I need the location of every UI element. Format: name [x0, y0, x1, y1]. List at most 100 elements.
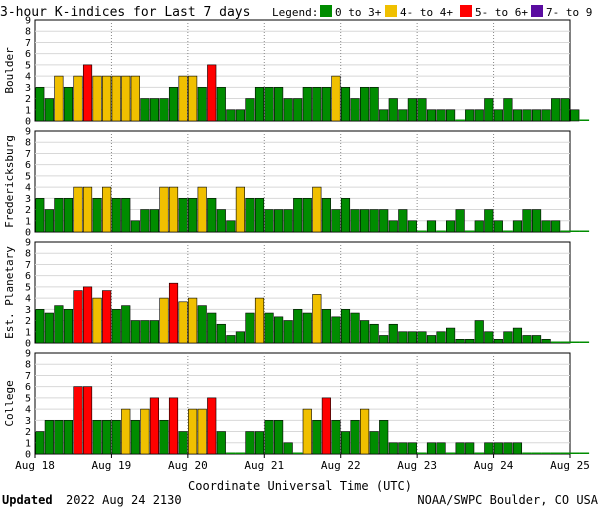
k-index-bar: [121, 305, 131, 344]
k-index-bar: [283, 98, 293, 122]
k-index-bar: [254, 87, 265, 122]
k-index-bar: [464, 230, 475, 232]
k-index-bar: [130, 220, 140, 233]
k-index-bar: [121, 198, 131, 233]
k-index-bar: [512, 220, 523, 233]
k-index-bar: [44, 209, 54, 233]
k-index-bar: [360, 320, 370, 344]
x-tick-label: Aug 20: [168, 459, 208, 472]
k-index-bar: [168, 397, 179, 455]
x-tick-label: Aug 23: [397, 459, 437, 472]
k-index-bar: [340, 87, 351, 122]
chart-title: 3-hour K-indices for Last 7 days: [0, 5, 250, 20]
k-index-bar: [493, 442, 503, 455]
y-tick-label: 5: [25, 171, 31, 182]
k-index-bar: [522, 335, 532, 344]
k-index-bar: [560, 341, 570, 343]
k-index-bar: [274, 420, 284, 455]
k-index-bar: [474, 320, 484, 344]
y-tick-label: 1: [25, 216, 31, 227]
k-index-bar: [379, 335, 389, 344]
x-tick-label: Aug 24: [474, 459, 514, 472]
legend-swatch-quiet: [320, 5, 332, 17]
k-index-bar: [493, 220, 503, 233]
y-tick-label: 1: [25, 105, 31, 116]
k-index-bar: [321, 198, 331, 233]
legend-severe-label: 7- to 9: [546, 6, 592, 19]
panels: 0123456789Boulder0123456789Fredericksbur…: [3, 16, 590, 473]
k-index-bar: [82, 186, 93, 233]
k-index-bar: [92, 198, 102, 233]
k-index-bar: [493, 338, 503, 344]
k-index-bar: [551, 220, 561, 233]
k-index-bar: [369, 323, 379, 344]
k-index-bar: [436, 442, 446, 455]
k-index-bar: [254, 297, 265, 344]
k-index-bar: [207, 312, 217, 344]
k-index-bar: [551, 98, 561, 122]
y-tick-label: 3: [25, 83, 31, 94]
k-index-bar: [541, 220, 551, 233]
k-index-bar: [216, 209, 226, 233]
k-index-bar: [54, 305, 64, 344]
k-index-bar: [168, 87, 179, 122]
y-tick-label: 7: [25, 38, 31, 49]
k-index-bar: [121, 408, 131, 455]
k-index-bar: [321, 87, 331, 122]
k-index-bar: [369, 87, 379, 122]
y-tick-label: 6: [25, 271, 31, 282]
k-index-bar: [149, 98, 159, 122]
k-index-bar: [445, 452, 456, 454]
k-index-bar: [522, 452, 532, 454]
y-tick-label: 0: [25, 339, 31, 350]
y-tick-label: 8: [25, 27, 31, 38]
k-index-bar: [82, 286, 93, 344]
legend-swatch-storm: [460, 5, 472, 17]
k-index-bar: [73, 290, 83, 344]
k-index-bar: [484, 331, 494, 344]
k-index-bar: [178, 75, 188, 122]
k-index-bar: [130, 75, 140, 122]
y-tick-label: 5: [25, 60, 31, 71]
y-tick-label: 9: [25, 16, 31, 27]
k-index-bar: [541, 452, 551, 454]
x-tick-label: Aug 25: [550, 459, 590, 472]
y-tick-label: 7: [25, 260, 31, 271]
k-index-bar: [560, 230, 570, 232]
k-index-bar: [465, 338, 475, 344]
k-index-bar: [235, 109, 245, 122]
k-index-bar: [331, 209, 341, 233]
y-tick-label: 8: [25, 249, 31, 260]
k-index-bar: [407, 98, 417, 122]
k-index-bar: [550, 452, 561, 454]
y-tick-label: 5: [25, 282, 31, 293]
k-index-bar: [302, 87, 312, 122]
k-index-bar: [140, 320, 150, 344]
k-index-bar: [283, 209, 293, 233]
k-index-bar: [331, 316, 341, 344]
k-index-bar: [302, 312, 312, 344]
k-index-bar: [531, 452, 542, 454]
k-index-bar: [44, 312, 54, 344]
k-index-bar: [73, 186, 83, 233]
k-index-bar: [541, 109, 551, 122]
k-index-bar: [474, 109, 484, 122]
k-index-bar: [446, 327, 456, 344]
k-index-bar: [216, 431, 226, 455]
k-index-bar: [350, 312, 360, 344]
k-index-bar: [579, 230, 590, 232]
k-index-bar: [436, 230, 446, 232]
y-tick-label: 6: [25, 160, 31, 171]
k-index-bar: [455, 338, 465, 344]
k-index-bar: [312, 294, 322, 344]
k-index-bar: [111, 75, 121, 122]
k-index-bar: [283, 442, 293, 455]
k-index-bar: [35, 431, 45, 455]
k-index-bar: [140, 408, 150, 455]
legend-quiet-label: 0 to 3+: [335, 6, 382, 19]
k-index-bar: [302, 408, 312, 455]
y-tick-label: 5: [25, 393, 31, 404]
k-index-bar: [159, 297, 169, 344]
k-index-bar: [398, 209, 408, 233]
y-tick-label: 4: [25, 72, 31, 83]
